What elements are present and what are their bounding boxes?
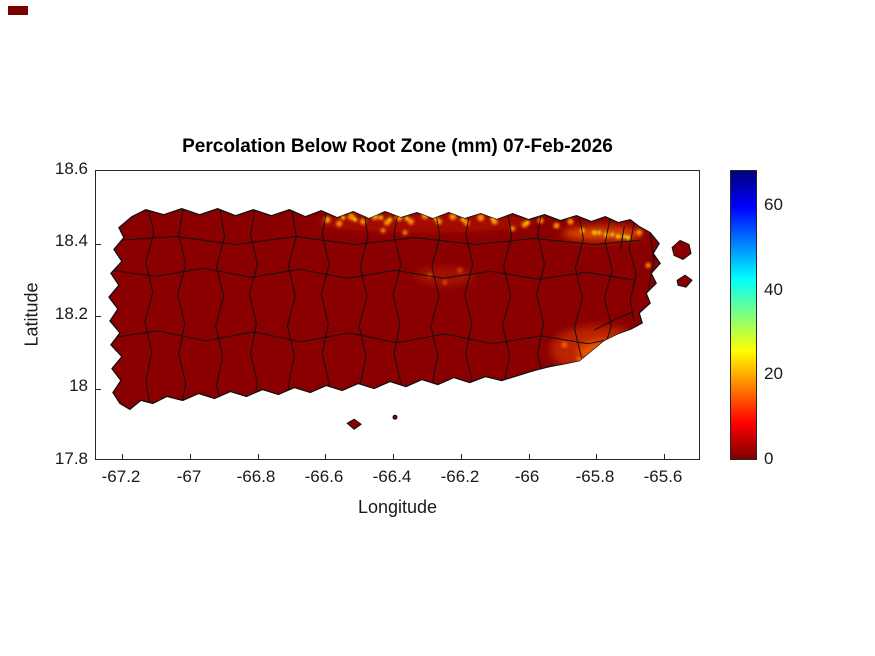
- colorbar-tick-label: 40: [764, 280, 783, 299]
- axis-tick-mark: [325, 454, 327, 459]
- puerto-rico-map: [108, 208, 693, 430]
- colorbar-tick-label: 60: [764, 195, 783, 214]
- x-tick-label: -65.8: [575, 467, 615, 486]
- y-tick-label: 17.8: [54, 449, 88, 468]
- x-tick-label: -67: [176, 467, 202, 486]
- axis-tick-mark: [596, 454, 598, 459]
- y-tick-label: 18.4: [54, 231, 88, 250]
- axis-tick-mark: [528, 454, 530, 459]
- y-tick-label: 18: [69, 376, 88, 395]
- axis-tick-mark: [96, 316, 101, 317]
- axis-tick-mark: [122, 454, 123, 459]
- axis-tick-mark: [460, 454, 462, 459]
- offshore-islands: [346, 239, 693, 430]
- axis-tick-mark: [96, 243, 101, 245]
- x-tick-label: -67.2: [101, 467, 141, 486]
- top-left-artifact: [8, 6, 28, 15]
- y-tick-label: 18.6: [54, 159, 88, 178]
- colorbar-tick-label: 0: [764, 449, 774, 468]
- x-tick-label: -66.4: [372, 467, 412, 486]
- x-tick-label: -66.6: [304, 467, 344, 486]
- axis-tick-mark: [257, 454, 259, 459]
- chart-title: Percolation Below Root Zone (mm) 07-Feb-…: [182, 136, 613, 157]
- colorbar-tick-label: 20: [764, 364, 783, 383]
- x-tick-label: -65.6: [643, 467, 683, 486]
- axis-tick-mark: [393, 454, 394, 459]
- x-tick-label: -66.2: [440, 467, 480, 486]
- colorbar: [730, 170, 757, 460]
- y-tick-label: 18.2: [54, 304, 88, 323]
- x-tick-label: -66.8: [236, 467, 276, 486]
- axis-tick-mark: [189, 454, 191, 459]
- axis-tick-mark: [96, 388, 101, 390]
- axis-tick-mark: [664, 454, 665, 459]
- x-tick-label: -66: [514, 467, 540, 486]
- x-axis-label: Longitude: [357, 497, 438, 517]
- colorbar-gradient: [731, 171, 756, 459]
- municipality-boundaries: [109, 208, 655, 410]
- plot-area: [95, 170, 700, 460]
